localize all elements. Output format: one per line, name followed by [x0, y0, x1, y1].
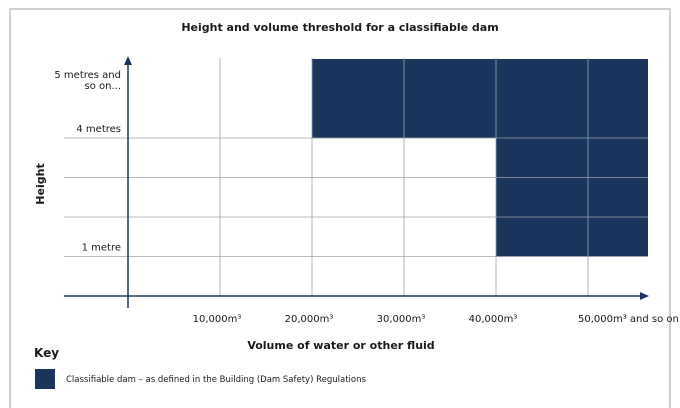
y-tick-label: 1 metre [82, 243, 121, 254]
key-swatch [35, 369, 55, 389]
x-tick-label: 40,000m³ [469, 314, 518, 325]
x-axis-label: Volume of water or other fluid [247, 339, 434, 352]
x-tick-labels: 10,000m³ 20,000m³ 30,000m³ 40,000m³ 50,000m³… [193, 314, 680, 325]
classifiable-region-2 [496, 138, 648, 257]
x-tick-label: 10,000m³ [193, 314, 242, 325]
y-tick-label: 4 metres [76, 124, 121, 135]
classifiable-regions [312, 59, 648, 257]
axes [64, 56, 649, 308]
x-tick-label: 30,000m³ [377, 314, 426, 325]
grid-lines [64, 58, 648, 296]
x-axis-arrow [640, 292, 649, 300]
y-axis-label: Height [34, 163, 47, 204]
key-label: Classifiable dam – as defined in the Bui… [66, 375, 366, 385]
dam-threshold-chart: Height and volume threshold for a classi… [34, 21, 680, 389]
chart-title: Height and volume threshold for a classi… [181, 21, 498, 34]
key-title: Key [34, 346, 59, 360]
y-axis-arrow [124, 56, 132, 65]
classifiable-region-1 [312, 59, 648, 138]
x-tick-label: 20,000m³ [285, 314, 334, 325]
y-tick-label: 5 metres and so on... [54, 70, 121, 92]
y-tick-labels: 1 metre 4 metres 5 metres and so on... [54, 70, 121, 254]
x-tick-label: 50,000m³ and so on... [578, 314, 680, 325]
